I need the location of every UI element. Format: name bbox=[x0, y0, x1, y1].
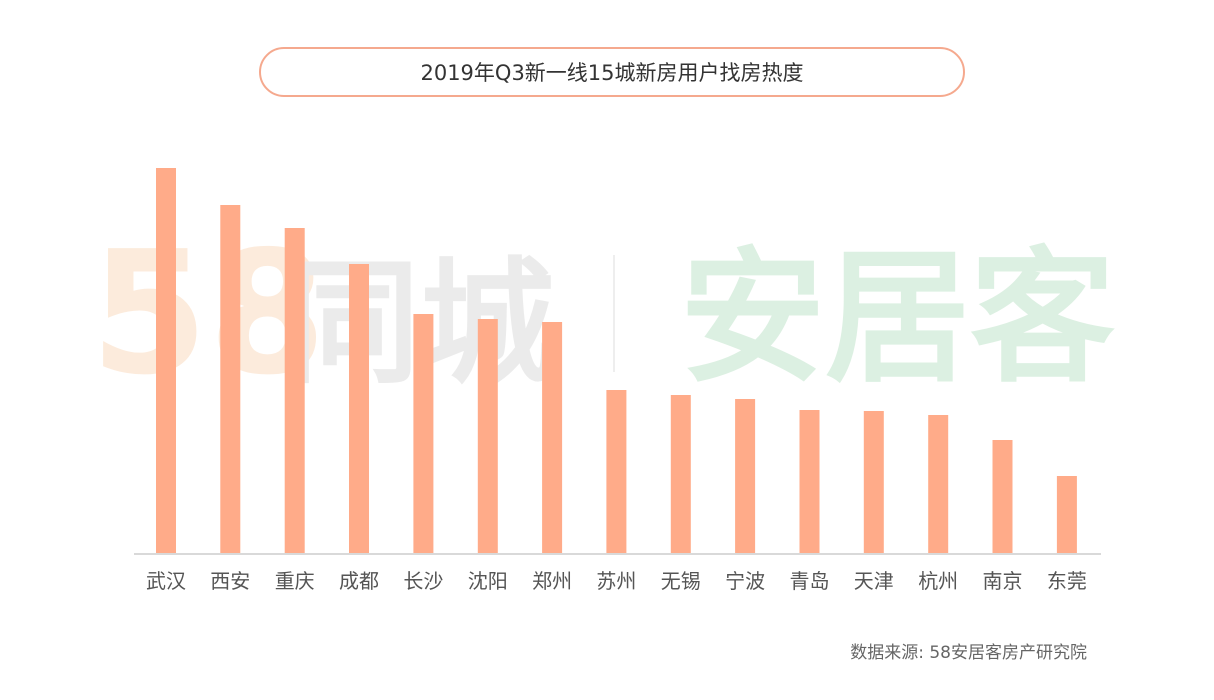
bar-12 bbox=[928, 415, 949, 553]
bar-0 bbox=[156, 168, 176, 553]
bar-10 bbox=[799, 410, 820, 553]
x-tick-labels: 武汉 西安 重庆 成都 长沙 沈阳 郑州 苏州 无锡 宁波 青岛 天津 杭州 南京 东莞 bbox=[146, 569, 1087, 593]
x-tick-label: 重庆 bbox=[275, 569, 315, 593]
bar-3 bbox=[349, 264, 369, 553]
x-tick-label: 沈阳 bbox=[468, 569, 508, 593]
bar-7 bbox=[606, 390, 627, 553]
x-tick-label: 东莞 bbox=[1047, 569, 1087, 593]
chart-title: 2019年Q3新一线15城新房用户找房热度 bbox=[259, 47, 965, 97]
bar-9 bbox=[735, 399, 756, 553]
x-tick-label: 郑州 bbox=[532, 569, 572, 593]
bar-4 bbox=[413, 314, 434, 553]
data-source-note: 数据来源: 58安居客房产研究院 bbox=[850, 643, 1087, 663]
watermark: 58 同城 安居客 bbox=[90, 215, 1115, 413]
bar-11 bbox=[863, 411, 884, 553]
bar-1 bbox=[220, 205, 241, 553]
x-tick-label: 无锡 bbox=[661, 569, 701, 593]
chart-title-text: 2019年Q3新一线15城新房用户找房热度 bbox=[420, 61, 804, 85]
bar-13 bbox=[992, 440, 1013, 553]
bars-group bbox=[156, 168, 1077, 553]
x-tick-label: 成都 bbox=[339, 569, 379, 593]
bar-6 bbox=[542, 322, 563, 553]
x-tick-label: 长沙 bbox=[403, 569, 443, 593]
x-tick-label: 天津 bbox=[854, 569, 894, 593]
watermark-anjuke-text: 安居客 bbox=[680, 234, 1115, 403]
x-tick-label: 杭州 bbox=[918, 569, 958, 593]
bar-2 bbox=[284, 228, 305, 553]
bar-14 bbox=[1056, 476, 1077, 553]
bar-8 bbox=[670, 395, 691, 553]
x-tick-label: 南京 bbox=[983, 569, 1023, 593]
x-tick-label: 西安 bbox=[210, 569, 250, 593]
x-tick-label: 青岛 bbox=[790, 569, 830, 593]
bar-5 bbox=[477, 319, 498, 553]
x-tick-label: 苏州 bbox=[596, 569, 636, 593]
x-tick-label: 宁波 bbox=[725, 569, 765, 593]
x-tick-label: 武汉 bbox=[146, 569, 186, 593]
